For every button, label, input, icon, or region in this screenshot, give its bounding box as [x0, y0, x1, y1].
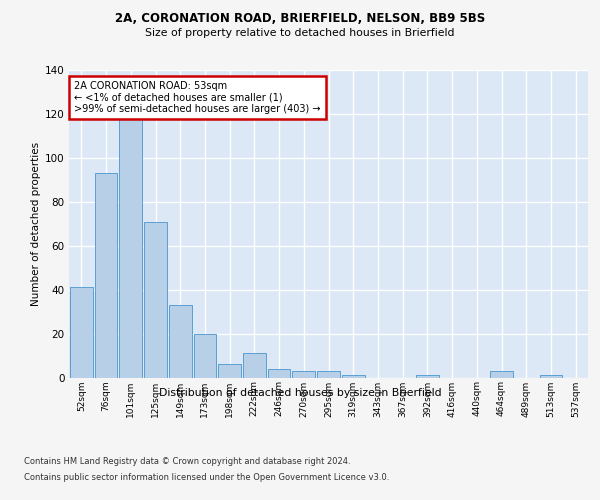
Text: 2A, CORONATION ROAD, BRIERFIELD, NELSON, BB9 5BS: 2A, CORONATION ROAD, BRIERFIELD, NELSON,…	[115, 12, 485, 25]
Text: Contains HM Land Registry data © Crown copyright and database right 2024.: Contains HM Land Registry data © Crown c…	[24, 458, 350, 466]
Bar	[243, 354, 266, 378]
Bar	[268, 368, 290, 378]
Bar	[342, 376, 365, 378]
Bar	[317, 371, 340, 378]
Bar	[416, 376, 439, 378]
Bar	[539, 376, 562, 378]
Y-axis label: Number of detached properties: Number of detached properties	[31, 142, 41, 306]
Bar	[292, 371, 315, 378]
Text: Distribution of detached houses by size in Brierfield: Distribution of detached houses by size …	[158, 388, 442, 398]
Bar	[490, 371, 513, 378]
Bar	[169, 305, 191, 378]
Text: 2A CORONATION ROAD: 53sqm
← <1% of detached houses are smaller (1)
>99% of semi-: 2A CORONATION ROAD: 53sqm ← <1% of detac…	[74, 81, 320, 114]
Text: Size of property relative to detached houses in Brierfield: Size of property relative to detached ho…	[145, 28, 455, 38]
Text: Contains public sector information licensed under the Open Government Licence v3: Contains public sector information licen…	[24, 472, 389, 482]
Bar	[144, 222, 167, 378]
Bar	[70, 288, 93, 378]
Bar	[218, 364, 241, 378]
Bar	[119, 118, 142, 378]
Bar	[194, 334, 216, 378]
Bar	[95, 173, 118, 378]
